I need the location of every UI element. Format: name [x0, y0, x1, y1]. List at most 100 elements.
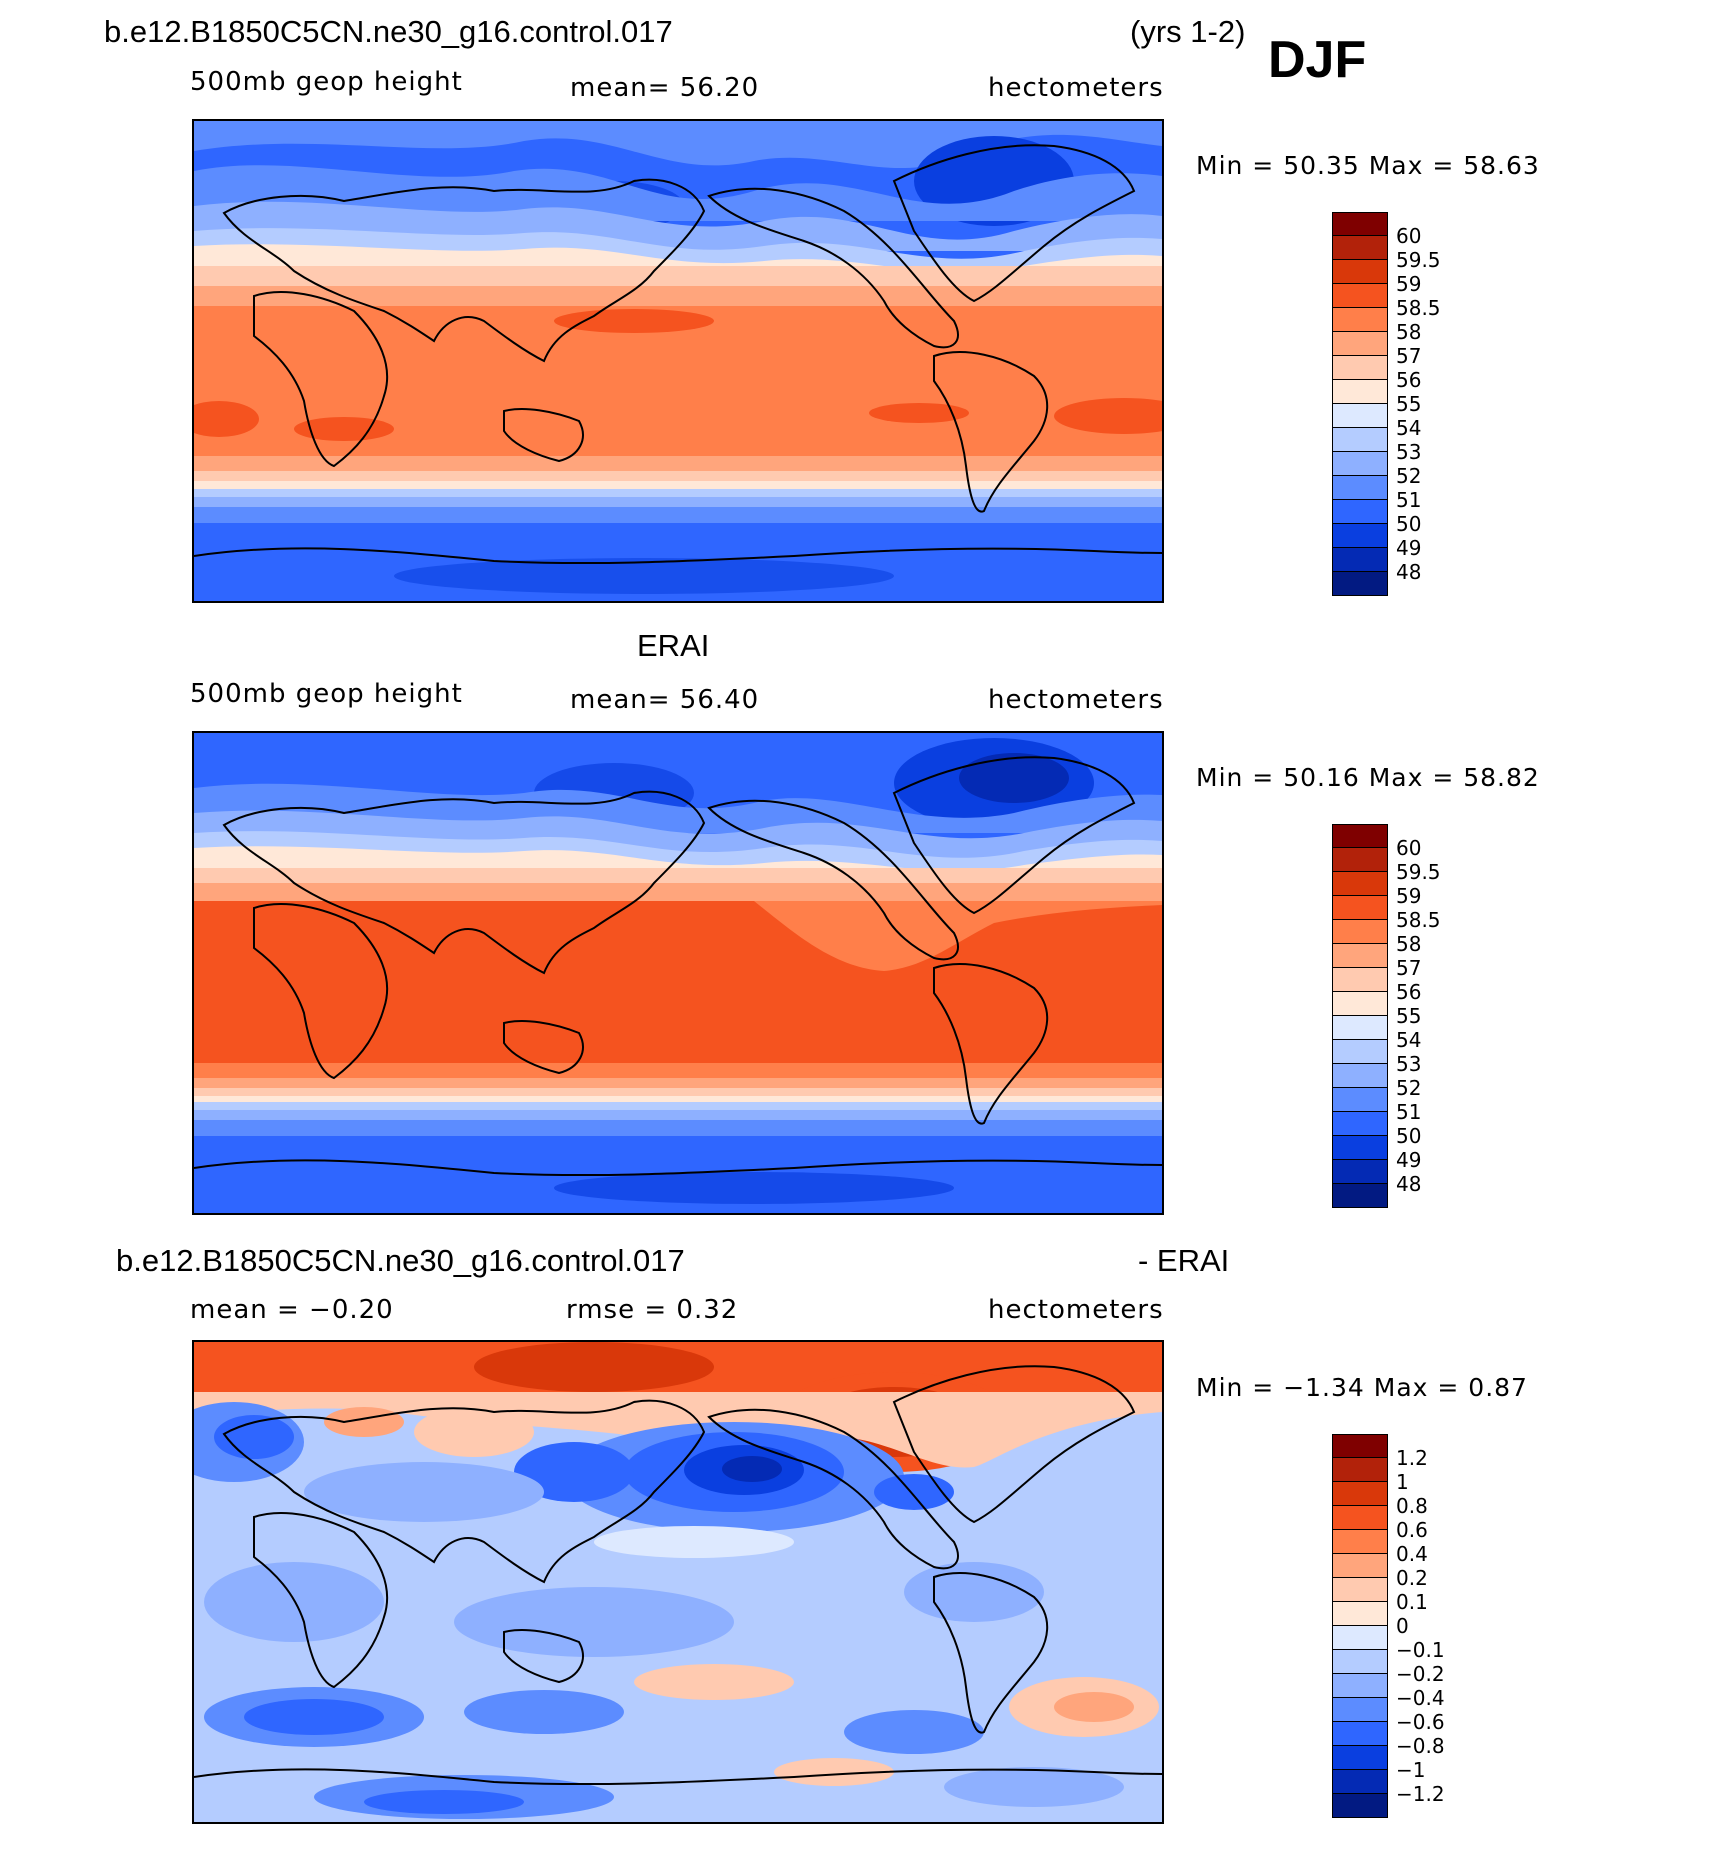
colorbar-box	[1332, 524, 1388, 548]
colorbar-box	[1332, 380, 1388, 404]
colorbar-box	[1332, 1506, 1388, 1530]
colorbar-box	[1332, 476, 1388, 500]
colorbar-tick-label: 51	[1396, 1100, 1422, 1124]
colorbar-box	[1332, 1064, 1388, 1088]
panel3-mean-label: mean = −0.20	[190, 1295, 394, 1325]
colorbar-tick-label: 52	[1396, 464, 1422, 488]
colorbar-tick-label: 59	[1396, 272, 1422, 296]
colorbar-tick-label: 58	[1396, 320, 1422, 344]
colorbar-box	[1332, 212, 1388, 236]
colorbar-tick-label: 59.5	[1396, 860, 1441, 884]
colorbar-box	[1332, 896, 1388, 920]
case-title: b.e12.B1850C5CN.ne30_g16.control.017	[104, 14, 673, 49]
colorbar-tick-label: 60	[1396, 224, 1422, 248]
panel3-units-label: hectometers	[988, 1295, 1164, 1325]
colorbar-box	[1332, 1088, 1388, 1112]
colorbar-tick-label: −1.2	[1396, 1782, 1445, 1806]
colorbar-box	[1332, 1112, 1388, 1136]
colorbar-box	[1332, 1160, 1388, 1184]
colorbar-tick-label: 54	[1396, 416, 1422, 440]
colorbar-tick-label: 60	[1396, 836, 1422, 860]
colorbar-tick-label: 0.6	[1396, 1518, 1428, 1542]
colorbar-box	[1332, 452, 1388, 476]
colorbar-tick-label: −0.1	[1396, 1638, 1445, 1662]
colorbar-box	[1332, 1674, 1388, 1698]
colorbar-tick-label: 1.2	[1396, 1446, 1428, 1470]
panel1-mean-label: mean= 56.20	[570, 73, 760, 103]
colorbar-tick-label: 58.5	[1396, 908, 1441, 932]
colorbar-box	[1332, 1040, 1388, 1064]
colorbar-box	[1332, 1770, 1388, 1794]
panel3-coastlines	[194, 1365, 1162, 1786]
colorbar-box	[1332, 1626, 1388, 1650]
colorbar-box	[1332, 968, 1388, 992]
colorbar-box	[1332, 236, 1388, 260]
colorbar-tick-label: 58.5	[1396, 296, 1441, 320]
colorbar-box	[1332, 1184, 1388, 1208]
colorbar-tick-label: 48	[1396, 1172, 1422, 1196]
panel1-model-map	[192, 119, 1164, 603]
panel2-minmax-label: Min = 50.16 Max = 58.82	[1196, 763, 1540, 792]
colorbar-box	[1332, 872, 1388, 896]
panel2-mean-label: mean= 56.40	[570, 685, 760, 715]
colorbar-tick-label: 59.5	[1396, 248, 1441, 272]
panel3-rmse-label: rmse = 0.32	[566, 1295, 739, 1325]
colorbar-box	[1332, 1530, 1388, 1554]
colorbar-box	[1332, 308, 1388, 332]
colorbar-box	[1332, 1698, 1388, 1722]
colorbar-tick-label: −0.6	[1396, 1710, 1445, 1734]
colorbar-tick-label: 55	[1396, 392, 1422, 416]
colorbar-tick-label: 54	[1396, 1028, 1422, 1052]
colorbar-tick-label: 55	[1396, 1004, 1422, 1028]
colorbar-tick-label: 57	[1396, 956, 1422, 980]
season-label: DJF	[1268, 31, 1367, 89]
colorbar-tick-label: 0.8	[1396, 1494, 1428, 1518]
colorbar-tick-label: 52	[1396, 1076, 1422, 1100]
years-label: (yrs 1-2)	[1130, 14, 1246, 49]
colorbar-tick-label: 49	[1396, 1148, 1422, 1172]
colorbar-box	[1332, 1016, 1388, 1040]
colorbar-box	[1332, 1794, 1388, 1818]
panel3-colorbar	[1332, 1434, 1388, 1818]
colorbar-tick-label: 49	[1396, 536, 1422, 560]
panel3-title-right: - ERAI	[1138, 1243, 1230, 1278]
colorbar-box	[1332, 1434, 1388, 1458]
colorbar-tick-label: 58	[1396, 932, 1422, 956]
colorbar-tick-label: 0.4	[1396, 1542, 1428, 1566]
panel3-difference-map	[192, 1340, 1164, 1824]
colorbar-box	[1332, 848, 1388, 872]
panel1-coastlines	[194, 144, 1162, 565]
colorbar-box	[1332, 548, 1388, 572]
colorbar-tick-label: 56	[1396, 368, 1422, 392]
colorbar-tick-label: 50	[1396, 512, 1422, 536]
colorbar-box	[1332, 572, 1388, 596]
colorbar-box	[1332, 356, 1388, 380]
colorbar-tick-label: 53	[1396, 440, 1422, 464]
colorbar-tick-label: −0.8	[1396, 1734, 1445, 1758]
panel3-title: b.e12.B1850C5CN.ne30_g16.control.017	[116, 1243, 685, 1278]
panel2-coastlines	[194, 756, 1162, 1177]
colorbar-tick-label: 1	[1396, 1470, 1409, 1494]
panel1-colorbar	[1332, 212, 1388, 596]
colorbar-tick-label: 57	[1396, 344, 1422, 368]
panel2-variable-label: 500mb geop height	[190, 679, 463, 709]
colorbar-tick-label: 0.1	[1396, 1590, 1428, 1614]
colorbar-box	[1332, 1136, 1388, 1160]
colorbar-tick-label: 50	[1396, 1124, 1422, 1148]
panel3-minmax-label: Min = −1.34 Max = 0.87	[1196, 1373, 1528, 1402]
colorbar-box	[1332, 260, 1388, 284]
panel2-contour-plot	[194, 733, 1162, 1213]
colorbar-tick-label: −0.4	[1396, 1686, 1445, 1710]
colorbar-box	[1332, 500, 1388, 524]
colorbar-box	[1332, 1458, 1388, 1482]
colorbar-box	[1332, 992, 1388, 1016]
colorbar-tick-label: 0.2	[1396, 1566, 1428, 1590]
colorbar-tick-label: 0	[1396, 1614, 1409, 1638]
panel2-erai-map	[192, 731, 1164, 1215]
panel1-minmax-label: Min = 50.35 Max = 58.63	[1196, 151, 1540, 180]
colorbar-box	[1332, 404, 1388, 428]
colorbar-tick-label: −1	[1396, 1758, 1426, 1782]
colorbar-box	[1332, 944, 1388, 968]
colorbar-box	[1332, 1746, 1388, 1770]
colorbar-tick-label: −0.2	[1396, 1662, 1445, 1686]
